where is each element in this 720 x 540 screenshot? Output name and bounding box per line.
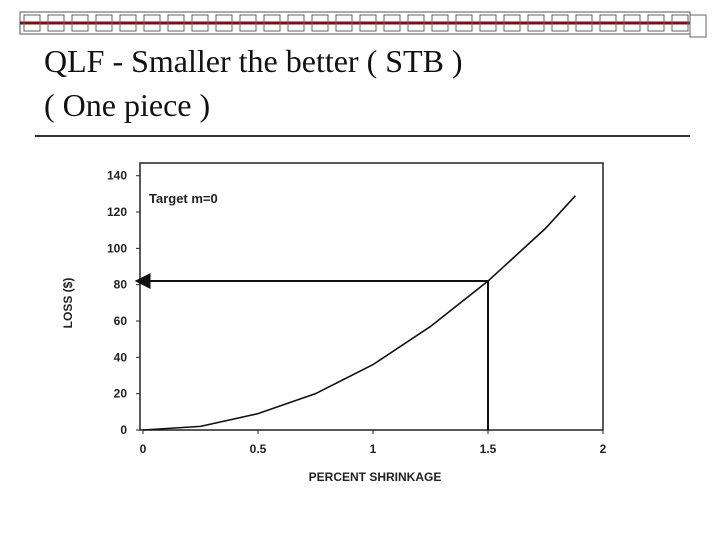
bar-square: [191, 14, 209, 32]
y-tick-label: 80: [114, 278, 128, 292]
bar-square: [311, 14, 329, 32]
x-tick-label: 2: [600, 442, 607, 456]
bar-square: [167, 14, 185, 32]
decorative-bar: [19, 11, 707, 38]
slide-subtitle: ( One piece ): [44, 87, 210, 123]
bar-square: [407, 14, 425, 32]
y-tick-label: 100: [107, 241, 127, 255]
bar-square: [455, 14, 473, 32]
x-tick-label: 1.5: [480, 442, 497, 456]
bar-square: [647, 14, 665, 32]
y-tick-label: 140: [107, 169, 127, 183]
bar-square: [599, 14, 617, 32]
bar-square: [431, 14, 449, 32]
x-tick-label: 0.5: [250, 442, 267, 456]
bar-square: [671, 14, 689, 32]
annotation: Target m=0: [149, 191, 218, 206]
bar-square: [479, 14, 497, 32]
plot-frame: [139, 162, 604, 431]
bar-square: [215, 14, 233, 32]
bar-square: [239, 14, 257, 32]
bar-square: [287, 14, 305, 32]
bar-square: [23, 14, 41, 32]
bar-square: [383, 14, 401, 32]
y-tick-label: 0: [120, 423, 127, 437]
bar-square: [263, 14, 281, 32]
x-tick-label: 1: [370, 442, 377, 456]
x-axis-label: PERCENT SHRINKAGE: [309, 470, 442, 484]
x-tick-label: 0: [140, 442, 147, 456]
bar-square: [503, 14, 521, 32]
bar-square: [119, 14, 137, 32]
y-tick-label: 20: [114, 387, 128, 401]
bar-square: [527, 14, 545, 32]
y-tick-label: 40: [114, 350, 128, 364]
bar-square: [575, 14, 593, 32]
bar-square: [623, 14, 641, 32]
bar-square: [143, 14, 161, 32]
loss-curve: [142, 195, 576, 431]
bar-square: [335, 14, 353, 32]
bar-square: [689, 14, 707, 38]
bar-square: [551, 14, 569, 32]
y-tick-label: 60: [114, 314, 128, 328]
bar-square: [47, 14, 65, 32]
slide-title: QLF - Smaller the better ( STB ): [44, 43, 463, 79]
y-axis-label: LOSS ($): [61, 278, 75, 329]
bar-square: [359, 14, 377, 32]
y-tick-label: 120: [107, 205, 127, 219]
bar-square: [71, 14, 89, 32]
bar-square: [95, 14, 113, 32]
